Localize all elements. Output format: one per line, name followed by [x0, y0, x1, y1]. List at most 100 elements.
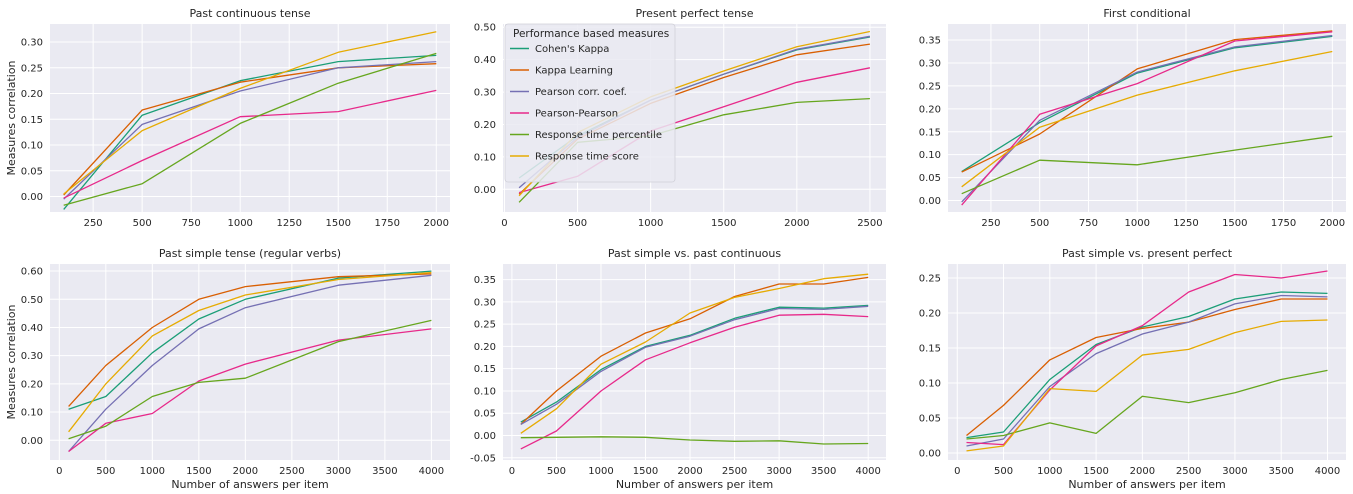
- series-line-response-time-score: [961, 50, 1333, 188]
- plot-background: [948, 264, 1346, 460]
- x-tick-label: 1500: [326, 218, 351, 229]
- x-tick-label: 750: [182, 218, 201, 229]
- chart-title: First conditional: [1103, 7, 1190, 20]
- y-tick-label: 0.00: [21, 192, 43, 203]
- x-tick-label: 2500: [1176, 466, 1201, 477]
- x-tick-label: 3000: [326, 466, 351, 477]
- series-line-kappa-learning: [966, 298, 1328, 437]
- legend-label-cohen-s-kappa: Cohen's Kappa: [535, 44, 609, 55]
- series-line-pearson-pearson: [961, 31, 1333, 206]
- series-line-pearson-corr-coef: [966, 294, 1328, 447]
- chart-title: Past simple tense (regular verbs): [159, 247, 341, 260]
- chart-panel-5: 0 500 1000 1500 2000 2500 3000 3500 4000 -0.05 0.0…: [470, 247, 886, 491]
- series-line-cohen-s-kappa: [966, 291, 1328, 439]
- x-tick-label: 1000: [588, 466, 613, 477]
- series-line-response-time-percentile: [520, 436, 869, 445]
- y-tick-label: 0.30: [919, 58, 941, 69]
- y-tick-label: 0.15: [919, 127, 941, 138]
- plot-background: [50, 264, 450, 460]
- y-tick-label: 0.15: [919, 344, 941, 355]
- y-tick-label: 0.35: [919, 36, 941, 47]
- y-tick-label: 0.05: [21, 166, 43, 177]
- chart-title: Present perfect tense: [635, 7, 753, 20]
- series-line-pearson-corr-coef: [63, 60, 437, 200]
- legend: Performance based measures Cohen's Kappa K…: [504, 23, 676, 183]
- x-tick-label: 500: [994, 466, 1013, 477]
- x-tick-label: 3000: [1222, 466, 1247, 477]
- x-tick-label: 1000: [140, 466, 165, 477]
- y-tick-label: 0.25: [919, 274, 941, 285]
- y-tick-label: 0.20: [919, 309, 941, 320]
- x-tick-label: 0: [509, 466, 515, 477]
- x-tick-label: 2000: [784, 218, 809, 229]
- x-tick-label: 2000: [1130, 466, 1155, 477]
- y-tick-label: 0.00: [919, 196, 941, 207]
- plot-background: [948, 24, 1346, 212]
- x-tick-label: 1500: [186, 466, 211, 477]
- series-line-pearson-pearson: [68, 328, 432, 453]
- x-tick-label: 4000: [419, 466, 444, 477]
- series-line-response-time-score: [520, 273, 869, 434]
- x-tick-label: 1000: [1125, 218, 1150, 229]
- x-tick-label: 1500: [711, 218, 736, 229]
- x-tick-label: 750: [1079, 218, 1098, 229]
- x-tick-label: 1000: [638, 218, 663, 229]
- series-line-pearson-pearson: [63, 89, 437, 199]
- series-line-response-time-score: [966, 319, 1328, 452]
- y-tick-label: 0.25: [919, 81, 941, 92]
- y-tick-label: 0.05: [919, 173, 941, 184]
- x-tick-label: 500: [96, 466, 115, 477]
- y-tick-label: 0.20: [474, 120, 496, 131]
- series-line-response-time-percentile: [966, 369, 1328, 440]
- x-tick-label: 1250: [1173, 218, 1198, 229]
- series-line-response-time-score: [63, 31, 437, 195]
- y-tick-label: 0.00: [919, 449, 941, 460]
- y-tick-label: 0.10: [474, 386, 496, 397]
- x-tick-label: 3500: [372, 466, 397, 477]
- x-tick-label: 0: [954, 466, 960, 477]
- y-tick-label: 0.40: [21, 323, 43, 334]
- x-axis-label: Number of answers per item: [171, 478, 328, 491]
- plot-background: [50, 24, 450, 212]
- chart-panel-6: 0 500 1000 1500 2000 2500 3000 3500 4000 0.00 0.05…: [919, 247, 1346, 491]
- y-tick-label: 0.20: [21, 379, 43, 390]
- series-line-response-time-percentile: [63, 52, 437, 206]
- y-tick-label: 0.10: [919, 150, 941, 161]
- y-tick-label: 0.15: [474, 364, 496, 375]
- y-tick-label: 0.10: [474, 152, 496, 163]
- x-axis-label: Number of answers per item: [616, 478, 773, 491]
- series-line-cohen-s-kappa: [520, 304, 869, 423]
- x-tick-label: 2500: [857, 218, 882, 229]
- x-axis-label: Number of answers per item: [1068, 478, 1225, 491]
- x-tick-label: 250: [84, 218, 103, 229]
- x-tick-label: 2500: [722, 466, 747, 477]
- series-line-kappa-learning: [63, 63, 437, 196]
- y-tick-label: 0.25: [474, 320, 496, 331]
- y-tick-label: -0.05: [470, 453, 496, 464]
- x-tick-label: 4000: [855, 466, 880, 477]
- y-tick-label: 0.30: [21, 351, 43, 362]
- y-tick-label: 0.60: [21, 267, 43, 278]
- y-tick-label: 0.00: [474, 185, 496, 196]
- x-tick-label: 250: [981, 218, 1000, 229]
- chart-title: Past simple vs. past continuous: [608, 247, 781, 260]
- y-axis-label: Measures correlation: [5, 304, 18, 419]
- y-tick-label: 0.50: [21, 295, 43, 306]
- x-tick-label: 2000: [1320, 218, 1345, 229]
- chart-panel-1: 250 500 750 1000 1250 1500 1750 2000 0.00 0.05 0.1…: [5, 7, 450, 229]
- y-tick-label: 0.40: [474, 55, 496, 66]
- y-tick-label: 0.05: [474, 409, 496, 420]
- chart-panel-3: 250 500 750 1000 1250 1500 1750 2000 0.00 0.05 0.1…: [919, 7, 1346, 229]
- series-line-pearson-corr-coef: [68, 274, 432, 452]
- y-axis-label: Measures correlation: [5, 60, 18, 175]
- y-tick-label: 0.20: [474, 342, 496, 353]
- x-tick-label: 500: [547, 466, 566, 477]
- x-tick-label: 1750: [1271, 218, 1296, 229]
- x-tick-label: 1250: [276, 218, 301, 229]
- chart-title: Past continuous tense: [190, 7, 311, 20]
- series-line-pearson-pearson: [520, 313, 869, 450]
- x-tick-label: 1500: [633, 466, 658, 477]
- y-tick-label: 0.05: [919, 414, 941, 425]
- y-tick-label: 0.20: [21, 89, 43, 100]
